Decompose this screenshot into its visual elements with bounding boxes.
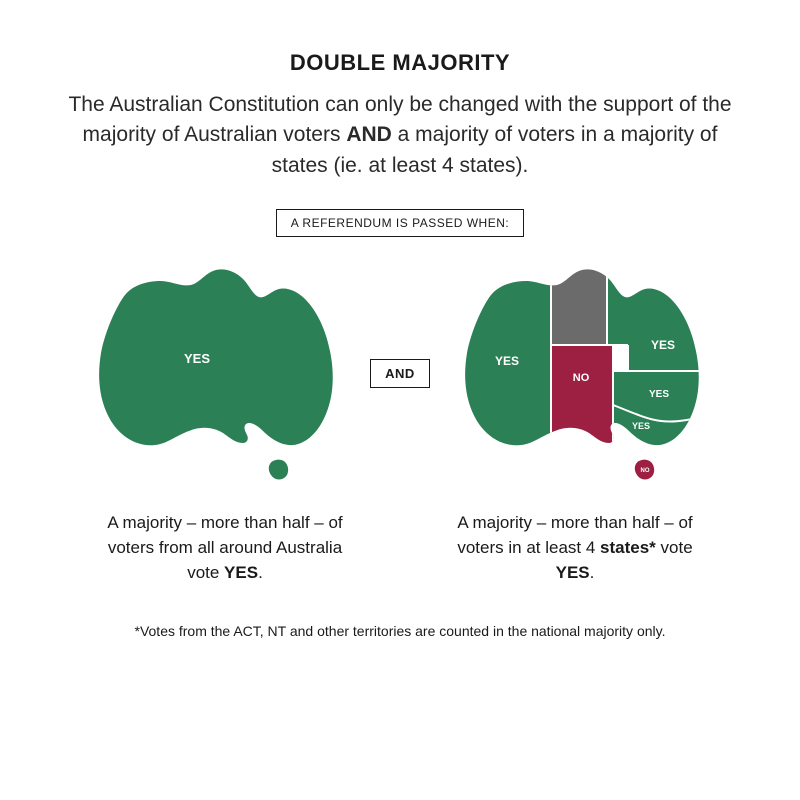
label-qld: YES [651, 338, 675, 352]
subtitle: The Australian Constitution can only be … [55, 90, 745, 181]
page-title: DOUBLE MAJORITY [55, 50, 745, 76]
subtitle-bold: AND [346, 123, 392, 146]
australia-outline [99, 270, 333, 446]
tasmania-outline [269, 460, 288, 480]
caption-states-bold1: states* [600, 538, 656, 557]
and-connector: AND [370, 359, 430, 388]
map-states: YES NO YES YES YES NO [448, 253, 718, 493]
state-sa [551, 345, 613, 493]
footnote: *Votes from the ACT, NT and other territ… [55, 621, 745, 641]
australia-map-national-icon: YES [87, 253, 347, 493]
map-national: YES [82, 253, 352, 493]
state-qld [607, 253, 713, 371]
caption-states-bold2: YES [556, 563, 590, 582]
captions: A majority – more than half – of voters … [55, 511, 745, 585]
caption-states-post: . [590, 563, 595, 582]
label-nsw: YES [649, 389, 669, 400]
caption-states: A majority – more than half – of voters … [445, 511, 705, 585]
label-tas: NO [640, 468, 649, 474]
label-vic: YES [632, 421, 650, 431]
national-yes-label: YES [184, 351, 210, 366]
caption-national-bold: YES [224, 563, 258, 582]
label-sa: NO [573, 372, 590, 384]
caption-states-mid: vote [656, 538, 693, 557]
caption-national: A majority – more than half – of voters … [95, 511, 355, 585]
label-wa: YES [495, 354, 519, 368]
passed-when-label: A REFERENDUM IS PASSED WHEN: [276, 209, 524, 237]
maps-row: YES AND [55, 253, 745, 493]
state-nt [551, 253, 607, 345]
caption-national-post: . [258, 563, 263, 582]
state-wa [453, 253, 551, 493]
australia-map-states-icon: YES NO YES YES YES NO [453, 253, 713, 493]
